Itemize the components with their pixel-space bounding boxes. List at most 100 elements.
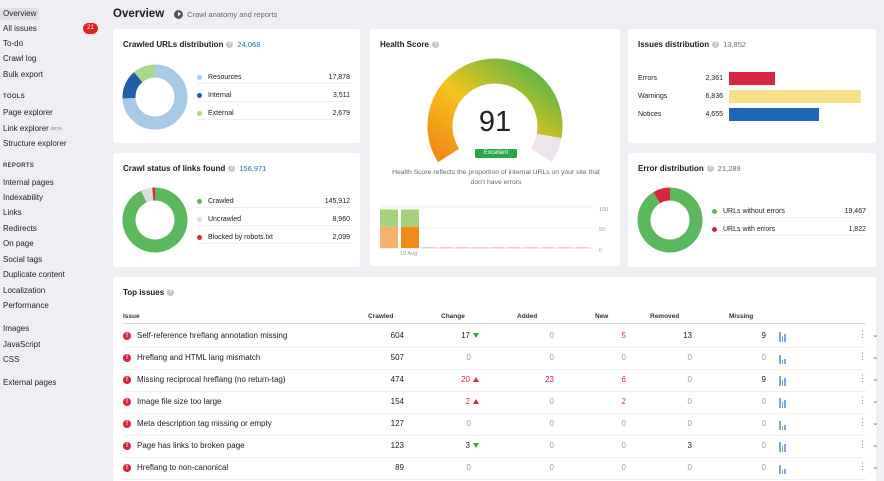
sidebar-item-links[interactable]: Links <box>3 208 22 217</box>
cell-crawled[interactable]: 89 <box>395 463 404 472</box>
more-options-icon[interactable]: ⋮ <box>858 439 867 449</box>
table-row[interactable]: ! Missing reciprocal hreflang (no return-… <box>123 370 879 392</box>
table-row[interactable]: ! Page has links to broken page 123 0 0 3 0 3 ⋮ ⌄ <box>123 436 879 458</box>
sidebar-item-todo[interactable]: To-do <box>3 39 24 48</box>
issues-dist-row[interactable]: Warnings 6,836 <box>638 89 878 103</box>
more-options-icon[interactable]: ⋮ <box>858 395 867 405</box>
legend-row[interactable]: Internal 3,511 <box>197 90 350 102</box>
history-bar[interactable] <box>380 226 398 248</box>
help-icon[interactable]: ? <box>167 289 175 297</box>
issue-name[interactable]: Missing reciprocal hreflang (no return-t… <box>137 375 286 384</box>
issues-dist-bar <box>729 89 861 103</box>
legend-row[interactable]: External 2,679 <box>197 108 350 120</box>
issues-dist-count: 13,852 <box>723 40 747 49</box>
col-header-crawled[interactable]: Crawled <box>368 313 394 320</box>
sidebar-item-css[interactable]: CSS <box>3 355 20 364</box>
crawl-status-slice-0[interactable] <box>122 187 188 253</box>
sidebar-item-duplicate-content[interactable]: Duplicate content <box>3 270 65 279</box>
chevron-down-icon[interactable]: ⌄ <box>872 396 879 405</box>
issue-name[interactable]: Page has links to broken page <box>137 441 245 450</box>
sidebar-item-crawl-log[interactable]: Crawl log <box>3 54 37 63</box>
cell-crawled[interactable]: 474 <box>390 375 404 384</box>
issue-name[interactable]: Self-reference hreflang annotation missi… <box>137 331 288 340</box>
sidebar-item-images[interactable]: Images <box>3 324 30 333</box>
table-row[interactable]: ! Self-reference hreflang annotation miss… <box>123 326 879 348</box>
help-icon[interactable]: ? <box>431 41 439 49</box>
play-icon[interactable] <box>174 9 184 19</box>
chevron-down-icon[interactable]: ⌄ <box>872 352 879 361</box>
more-options-icon[interactable]: ⋮ <box>858 373 867 383</box>
table-row[interactable]: ! Hreflang to non-canonical 89 0 0 0 0 0 ⋮ ⌄ <box>123 458 879 480</box>
crawled-slice-2[interactable] <box>134 64 156 83</box>
crawl-status-slice-1[interactable] <box>141 187 154 203</box>
cell-crawled[interactable]: 154 <box>390 397 404 406</box>
history-bar-top[interactable] <box>401 209 419 227</box>
legend-row[interactable]: Crawled 145,912 <box>197 196 350 208</box>
help-icon[interactable]: ? <box>712 41 720 49</box>
history-bar[interactable] <box>401 226 419 248</box>
sidebar-item-social-tags[interactable]: Social tags <box>3 255 43 264</box>
health-score-gauge <box>427 58 563 163</box>
sidebar-item-internal-pages[interactable]: Internal pages <box>3 178 54 187</box>
table-row[interactable]: ! Meta description tag missing or empty 12… <box>123 414 879 436</box>
issue-name[interactable]: Meta description tag missing or empty <box>137 419 272 428</box>
chevron-down-icon[interactable]: ⌄ <box>872 374 879 383</box>
more-options-icon[interactable]: ⋮ <box>858 329 867 339</box>
sidebar-item-indexability[interactable]: Indexability <box>3 193 44 202</box>
sidebar-item-redirects[interactable]: Redirects <box>3 224 37 233</box>
sidebar-item-external-pages[interactable]: External pages <box>3 378 57 387</box>
page-subtitle-link[interactable]: Crawl anatomy and reports <box>187 9 278 19</box>
cell-change: 20 <box>431 375 479 384</box>
help-icon[interactable]: ? <box>706 165 714 173</box>
help-icon[interactable]: ? <box>226 41 234 49</box>
chevron-down-icon[interactable]: ⌄ <box>872 418 879 427</box>
sidebar-item-performance[interactable]: Performance <box>3 301 49 310</box>
cell-crawled[interactable]: 123 <box>390 441 404 450</box>
sidebar-item-all-issues[interactable]: All issues <box>3 24 37 33</box>
cell-crawled[interactable]: 507 <box>390 353 404 362</box>
sidebar-item-overview[interactable]: Overview <box>0 8 40 20</box>
chevron-down-icon[interactable]: ⌄ <box>872 330 879 339</box>
issue-name[interactable]: Hreflang and HTML lang mismatch <box>137 353 261 362</box>
sidebar-item-bulk-export[interactable]: Bulk export <box>3 70 44 79</box>
sidebar-item-page-explorer[interactable]: Page explorer <box>3 108 53 117</box>
legend-row[interactable]: Blocked by robots.txt 2,099 <box>197 232 350 244</box>
more-options-icon[interactable]: ⋮ <box>858 461 867 471</box>
crawled-slice-1[interactable] <box>122 72 143 99</box>
chevron-down-icon[interactable]: ⌄ <box>872 440 879 449</box>
legend-row[interactable]: Uncrawled 8,960 <box>197 214 350 226</box>
more-options-icon[interactable]: ⋮ <box>858 417 867 427</box>
error-dist-slice-1[interactable] <box>653 187 671 204</box>
col-header-missing[interactable]: Missing <box>729 313 754 320</box>
cell-crawled[interactable]: 604 <box>390 331 404 340</box>
legend-row[interactable]: URLs with errors 1,822 <box>712 224 866 236</box>
legend-row[interactable]: URLs without errors 19,467 <box>712 206 866 218</box>
card-title: Crawled URLs distribution? 24,068 <box>123 40 260 49</box>
issues-dist-row[interactable]: Notices 4,655 <box>638 107 878 121</box>
col-header-change[interactable]: Change <box>441 313 465 320</box>
sidebar-item-structure-explorer[interactable]: Structure explorer <box>3 139 67 148</box>
issue-name[interactable]: Image file size too large <box>137 397 222 406</box>
sidebar-item-javascript[interactable]: JavaScript <box>3 340 41 349</box>
table-row[interactable]: ! Image file size too large 154 0 2 0 0 2 ⋮ ⌄ <box>123 392 879 414</box>
cell-crawled[interactable]: 127 <box>390 419 404 428</box>
col-header-added[interactable]: Added <box>517 313 538 320</box>
crawled-count[interactable]: 24,068 <box>237 40 261 49</box>
crawled-slice-0[interactable] <box>122 64 188 130</box>
error-dist-slice-0[interactable] <box>637 187 703 253</box>
crawl-status-count[interactable]: 156,971 <box>239 164 267 173</box>
sidebar-item-localization[interactable]: Localization <box>3 286 46 295</box>
col-header-new[interactable]: New <box>595 313 609 320</box>
help-icon[interactable]: ? <box>228 165 236 173</box>
col-header-removed[interactable]: Removed <box>650 313 680 320</box>
history-bar-top[interactable] <box>380 209 398 227</box>
more-options-icon[interactable]: ⋮ <box>858 351 867 361</box>
issue-name[interactable]: Hreflang to non-canonical <box>137 463 229 472</box>
sidebar-item-on-page[interactable]: On page <box>3 239 34 248</box>
col-header-issue[interactable]: Issue <box>123 313 140 320</box>
sidebar-item-link-explorer[interactable]: Link explorer BETA <box>3 123 62 135</box>
issues-dist-row[interactable]: Errors 2,361 <box>638 71 878 85</box>
chevron-down-icon[interactable]: ⌄ <box>872 462 879 471</box>
legend-row[interactable]: Resources 17,878 <box>197 72 350 84</box>
table-row[interactable]: ! Hreflang and HTML lang mismatch 507 0 0 0 0 0… <box>123 348 879 370</box>
